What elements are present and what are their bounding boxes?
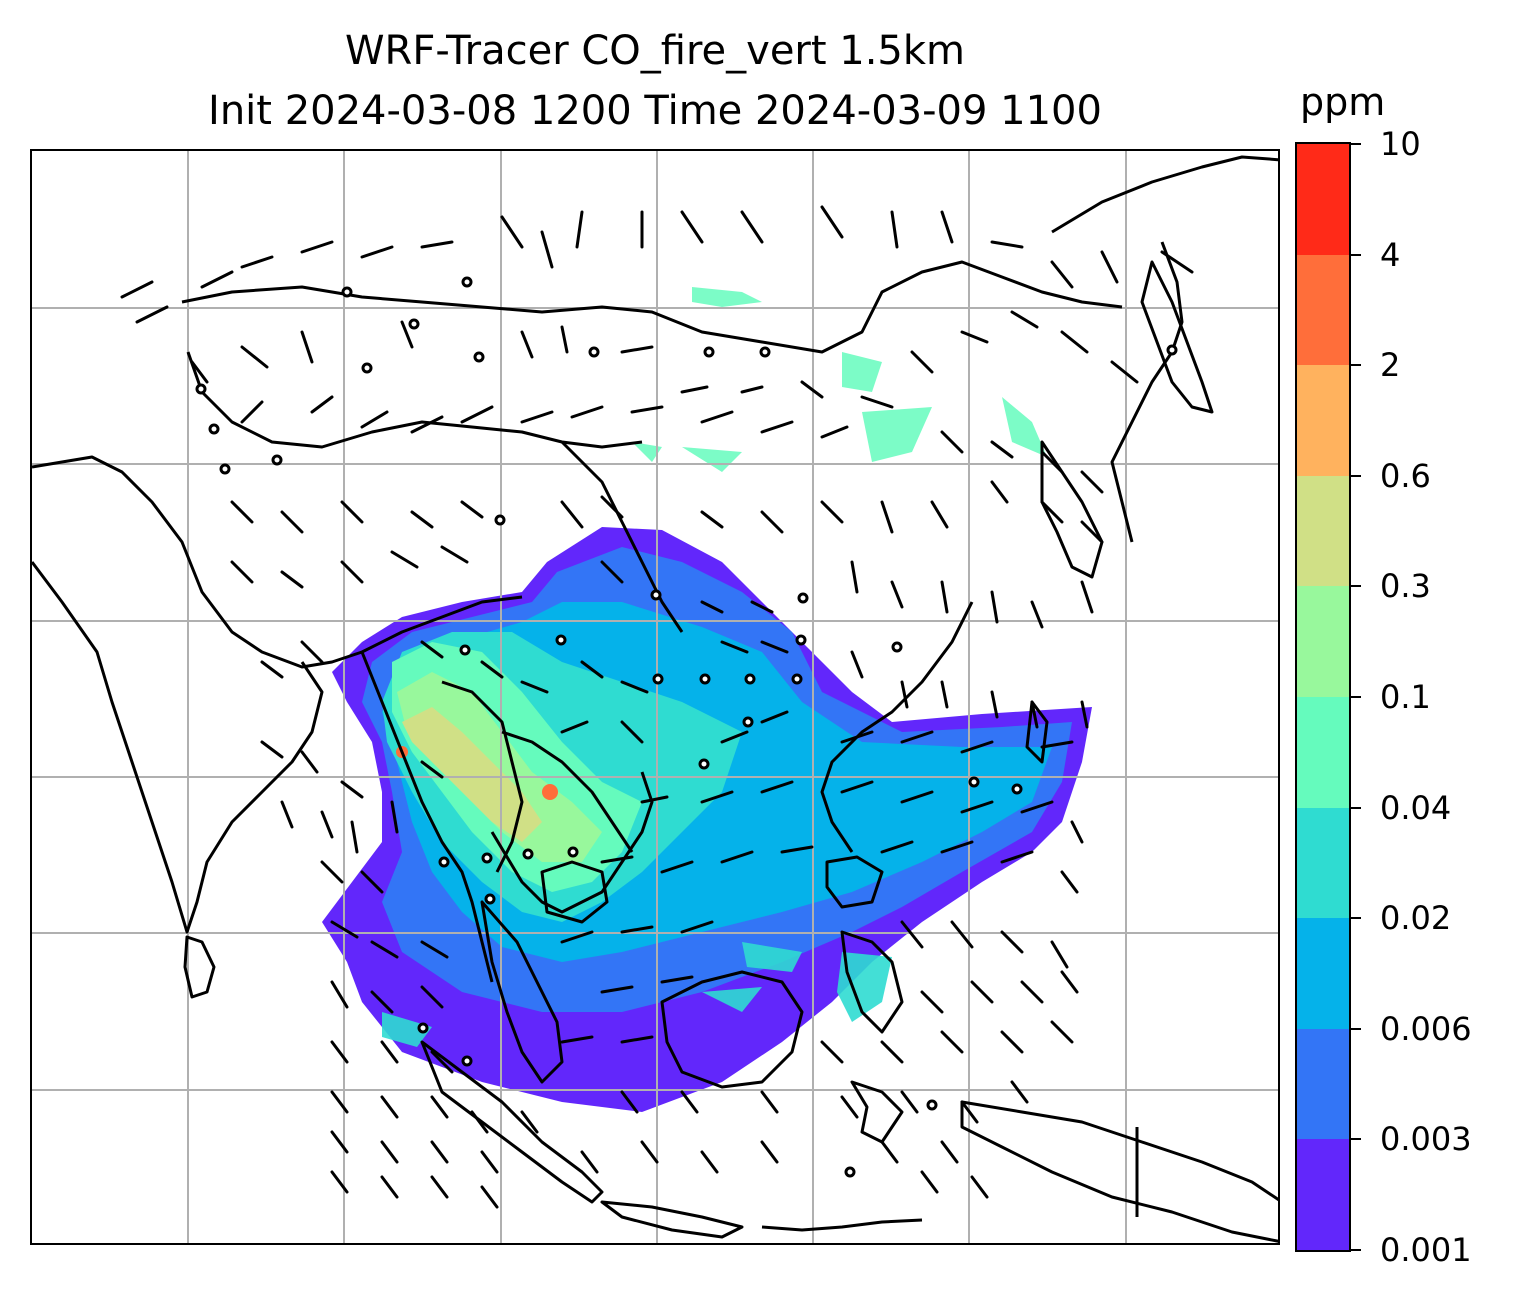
colorbar xyxy=(1295,142,1351,1252)
colorbar-tick xyxy=(1351,253,1361,256)
colorbar-tick-label: 0.003 xyxy=(1380,1120,1472,1159)
colorbar-tick xyxy=(1351,806,1361,809)
colorbar-segment xyxy=(1297,1028,1349,1140)
laos-vietnam-border xyxy=(501,730,634,853)
japan xyxy=(1140,260,1214,414)
colorbar-tick xyxy=(1351,364,1361,367)
china-east-coast xyxy=(820,601,974,853)
java xyxy=(600,1200,744,1239)
plume-level-6 xyxy=(397,672,602,862)
colorbar-tick xyxy=(1351,1249,1361,1251)
philippines xyxy=(840,930,904,1034)
colorbar-tick-label: 0.001 xyxy=(1380,1231,1472,1269)
colorbar-unit-label: ppm xyxy=(1300,80,1386,124)
borneo xyxy=(660,970,804,1089)
map-canvas xyxy=(32,151,1278,1243)
tracer-plume xyxy=(322,287,1092,1112)
plume-north-patches xyxy=(632,287,1047,472)
map-title-line-1: WRF-Tracer CO_fire_vert 1.5km xyxy=(344,28,966,74)
india-coast xyxy=(32,561,324,934)
malay-peninsula xyxy=(480,900,564,1084)
tibet-border xyxy=(186,351,643,449)
colorbar-segment xyxy=(1297,586,1349,697)
colorbar-tick xyxy=(1351,1138,1361,1141)
northeast-coast xyxy=(1110,241,1184,543)
myanmar-border xyxy=(360,651,494,983)
map-panel xyxy=(30,149,1280,1245)
colorbar-tick xyxy=(1351,143,1361,145)
colorbar-segment xyxy=(1297,365,1349,476)
colorbar-segment xyxy=(1297,918,1349,1029)
colorbar-tick-label: 0.02 xyxy=(1380,899,1452,938)
calm-wind-markers xyxy=(195,276,1178,1178)
korea xyxy=(1040,440,1104,579)
colorbar-segment xyxy=(1297,475,1349,587)
thailand-border xyxy=(441,680,524,873)
taiwan xyxy=(1025,700,1049,764)
map-title-line-2: Init 2024-03-08 1200 Time 2024-03-09 110… xyxy=(208,88,1102,134)
colorbar-tick xyxy=(1351,917,1361,920)
colorbar-tick xyxy=(1351,696,1361,698)
colorbar-tick-label: 0.04 xyxy=(1380,788,1452,827)
colorbar-tick-label: 0.006 xyxy=(1380,1009,1472,1048)
colorbar-segment xyxy=(1297,697,1349,808)
colorbar-segment xyxy=(1297,144,1349,255)
himalaya-border xyxy=(32,455,523,669)
russia-coast xyxy=(1051,155,1278,234)
colorbar-tick-label: 0.1 xyxy=(1380,678,1431,716)
lesser-sunda xyxy=(761,1218,923,1232)
colorbar-tick-label: 4 xyxy=(1380,235,1401,274)
colorbar-tick xyxy=(1351,474,1361,477)
graticule xyxy=(32,151,1278,1243)
colorbar-tick-label: 2 xyxy=(1380,346,1401,385)
sri-lanka xyxy=(183,935,216,999)
colorbar-tick-label: 10 xyxy=(1380,125,1421,163)
indochina-coast xyxy=(490,771,654,914)
colorbar-tick xyxy=(1351,585,1361,588)
hainan xyxy=(825,855,884,909)
colorbar-tick-label: 0.6 xyxy=(1380,456,1431,495)
colorbar-segment xyxy=(1297,254,1349,366)
colorbar-segment xyxy=(1297,1139,1349,1250)
plume-level-7 xyxy=(402,707,542,842)
plume-hotspot xyxy=(542,784,558,800)
plume-south-patches xyxy=(382,942,892,1047)
colorbar-tick-label: 0.3 xyxy=(1380,567,1431,606)
new-guinea xyxy=(960,1100,1278,1243)
coastlines xyxy=(32,155,1278,1243)
mongolia-border xyxy=(181,260,1123,354)
gulf-of-thailand xyxy=(540,860,609,924)
china-internal-border xyxy=(560,440,684,633)
colorbar-segment xyxy=(1297,807,1349,919)
wind-barbs xyxy=(120,205,1194,1209)
colorbar-tick xyxy=(1351,1027,1361,1030)
